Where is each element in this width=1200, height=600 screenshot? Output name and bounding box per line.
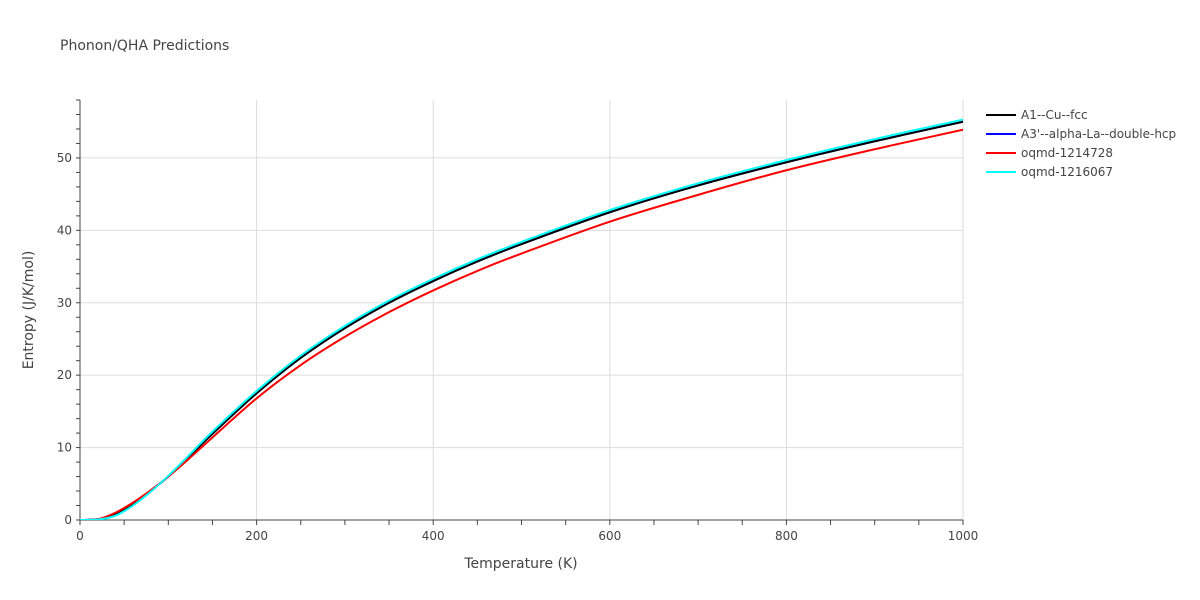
y-tick-label: 10 — [57, 441, 72, 455]
legend-label: oqmd-1216067 — [1021, 165, 1113, 179]
x-tick-label: 600 — [598, 529, 621, 543]
legend-label: A1--Cu--fcc — [1021, 108, 1088, 122]
series-oqmd-1216067-line[interactable] — [80, 118, 963, 521]
x-tick-label: 800 — [775, 529, 798, 543]
y-tick-label: 40 — [57, 223, 72, 237]
x-tick-label: 1000 — [948, 529, 979, 543]
y-tick-label: 0 — [64, 513, 72, 527]
series-oqmd-1214728-line[interactable] — [80, 128, 963, 520]
legend-item[interactable]: oqmd-1214728 — [986, 146, 1113, 160]
chart-title: Phonon/QHA Predictions — [60, 38, 229, 54]
y-tick-label: 30 — [57, 296, 72, 310]
series-layer[interactable] — [80, 118, 963, 521]
x-tick-label: 400 — [422, 529, 445, 543]
axis-layer: 0 200 400 600 800 1000 0 10 20 30 40 50 — [57, 99, 979, 543]
legend-item[interactable]: A3'--alpha-La--double-hcp — [986, 127, 1176, 141]
legend-item[interactable]: oqmd-1216067 — [986, 165, 1113, 179]
grid-layer — [80, 100, 964, 520]
x-tick-label: 0 — [76, 529, 84, 543]
legend-label: oqmd-1214728 — [1021, 146, 1113, 160]
legend-label: A3'--alpha-La--double-hcp — [1021, 127, 1176, 141]
y-tick-label: 20 — [57, 368, 72, 382]
legend-item[interactable]: A1--Cu--fcc — [986, 108, 1088, 122]
y-tick-label: 50 — [57, 151, 72, 165]
x-axis-title: Temperature (K) — [463, 556, 577, 572]
x-tick-label: 200 — [245, 529, 268, 543]
series-a1-cu-fcc-line[interactable] — [80, 120, 963, 520]
series-a3-alpha-la-line[interactable] — [80, 120, 963, 520]
legend[interactable]: A1--Cu--fcc A3'--alpha-La--double-hcp oqmd… — [986, 108, 1176, 179]
y-axis-title: Entropy (J/K/mol) — [21, 251, 37, 370]
